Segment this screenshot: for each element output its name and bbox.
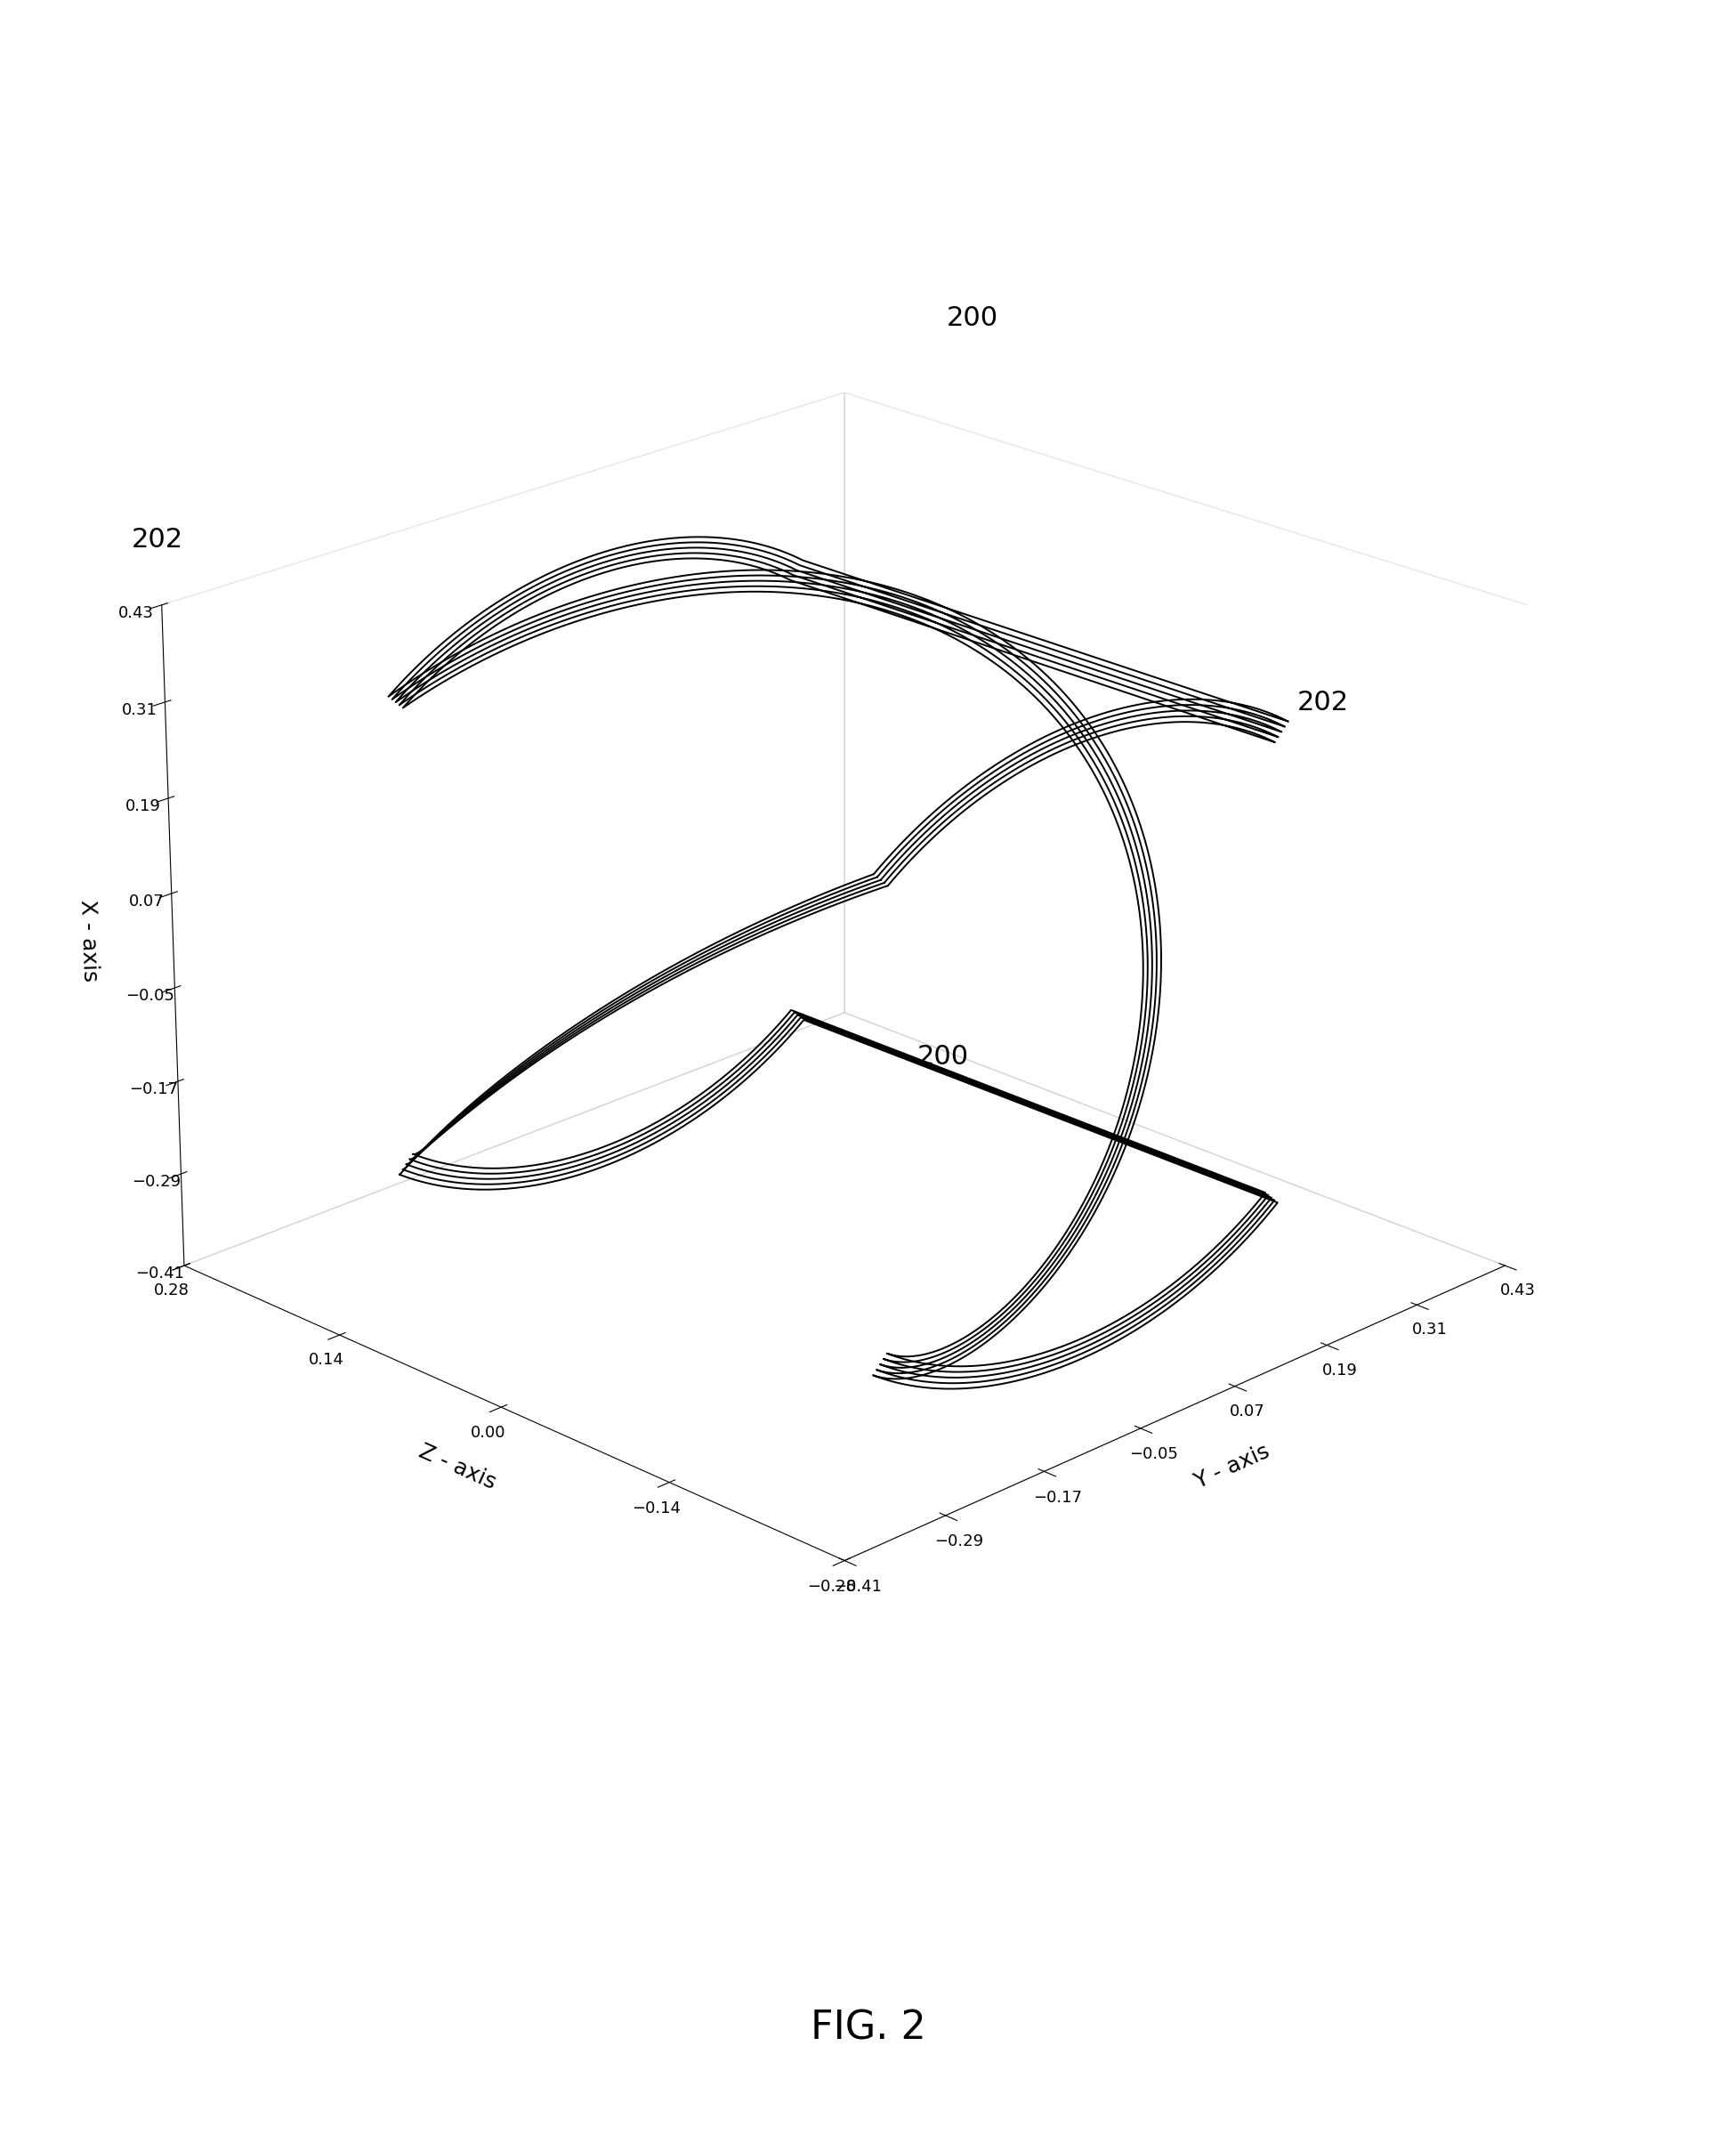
Text: 202: 202 <box>132 527 182 553</box>
Text: 200: 200 <box>917 1044 969 1070</box>
Text: 202: 202 <box>1297 690 1349 715</box>
Text: 200: 200 <box>946 305 998 331</box>
X-axis label: Y - axis: Y - axis <box>1191 1441 1272 1492</box>
Y-axis label: Z - axis: Z - axis <box>415 1441 498 1494</box>
Text: FIG. 2: FIG. 2 <box>811 2009 925 2047</box>
